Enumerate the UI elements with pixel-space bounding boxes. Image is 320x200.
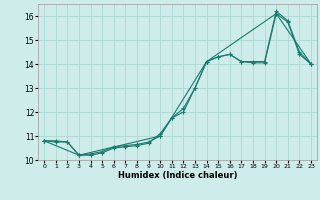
X-axis label: Humidex (Indice chaleur): Humidex (Indice chaleur) <box>118 171 237 180</box>
